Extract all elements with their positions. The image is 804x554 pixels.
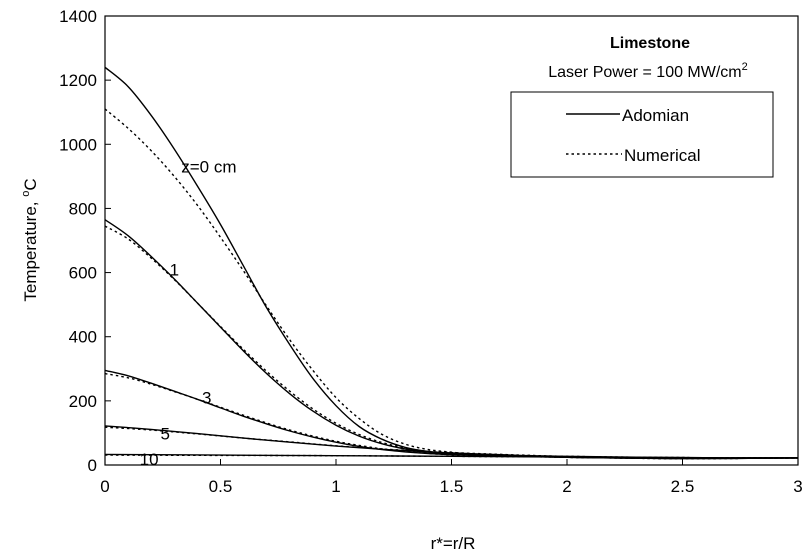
x-tick-label: 1 (331, 477, 340, 496)
y-tick-label: 400 (69, 328, 97, 347)
x-tick-label: 2 (562, 477, 571, 496)
legend-subtitle-text: Laser Power = 100 MW/cm (548, 64, 741, 81)
curve-label-10: 10 (140, 450, 159, 469)
legend: Limestone Laser Power = 100 MW/cm2 Adomi… (510, 35, 774, 178)
series-line-adomian-3 (104, 369, 799, 460)
curve-label-3: 3 (202, 389, 211, 408)
curve-label-z-0-cm: z=0 cm (181, 158, 236, 177)
series-line-adomian-1 (104, 219, 799, 460)
y-tick-label: 1000 (59, 135, 97, 154)
curve-label-1: 1 (170, 260, 179, 279)
legend-label-numerical: Numerical (624, 146, 701, 165)
curve-label-5: 5 (160, 425, 169, 444)
y-tick-label: 800 (69, 199, 97, 218)
x-tick-label: 1.5 (440, 477, 464, 496)
series-line-numerical-1 (104, 225, 799, 460)
y-axis-title: Temperature, oC (20, 178, 40, 301)
x-tick-label: 3 (793, 477, 802, 496)
series-line-numerical-10 (104, 454, 799, 459)
legend-label-adomian: Adomian (622, 106, 689, 125)
x-tick-label: 0 (100, 477, 109, 496)
x-axis-title: r*=r/R (431, 534, 476, 553)
series-line-numerical-3 (104, 372, 799, 460)
legend-subtitle: Laser Power = 100 MW/cm2 (548, 61, 748, 81)
y-tick-label: 600 (69, 264, 97, 283)
y-tick-label: 200 (69, 392, 97, 411)
y-tick-label: 1200 (59, 71, 97, 90)
legend-subtitle-sup: 2 (742, 61, 748, 73)
x-tick-label: 2.5 (671, 477, 695, 496)
x-tick-label: 0.5 (209, 477, 233, 496)
y-tick-label: 1400 (59, 7, 97, 26)
legend-box (510, 91, 774, 178)
plot-marks: 0 0.5 1 1.5 2 2.5 3 0 200 400 600 800 1000 1200 1400 z=… (59, 7, 803, 496)
legend-title: Limestone (610, 35, 690, 52)
y-tick-label: 0 (88, 456, 97, 475)
